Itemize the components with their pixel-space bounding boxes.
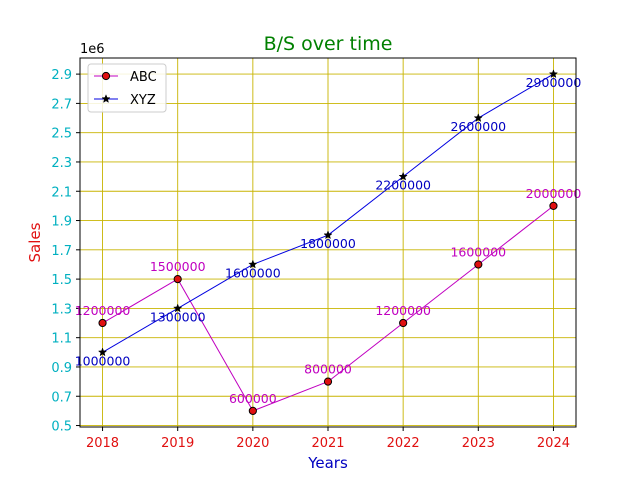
y-tick-label: 0.5: [51, 420, 72, 435]
plot-frame: [79, 57, 577, 428]
y-tick-label: 2.1: [51, 185, 72, 200]
y-tick-label: 1.1: [51, 332, 72, 347]
data-label: 2900000: [526, 75, 582, 90]
y-tick-label: 0.7: [51, 390, 72, 405]
data-point: [323, 377, 333, 386]
x-tick-label: 2023: [462, 436, 495, 451]
x-tick-label: 2020: [236, 436, 269, 451]
y-tick-label: 2.7: [51, 97, 72, 112]
data-point: [398, 171, 408, 181]
legend: ABC XYZ: [87, 63, 167, 113]
y-axis-ticks: 0.5 0.7 0.9 1.1 1.3 1.5 1.7 1.9 2.1 2.3 2.5 2.7 2.9: [51, 68, 80, 435]
data-label: 2200000: [375, 178, 431, 193]
legend-label: ABC: [130, 70, 157, 85]
data-point: [399, 318, 408, 328]
x-axis-label: Years: [307, 454, 348, 472]
data-label: 1800000: [300, 236, 356, 251]
data-label: 1000000: [75, 353, 131, 368]
series-xyz: 1000000 1300000 1600000 1800000 2200000 26000…: [75, 69, 582, 368]
data-point: [474, 260, 483, 269]
data-label: 600000: [229, 391, 277, 406]
grid-lines: [80, 58, 576, 427]
data-point: [173, 275, 182, 284]
data-point: [248, 259, 258, 269]
y-tick-label: 2.9: [51, 68, 72, 83]
y-tick-label: 1.5: [51, 273, 72, 288]
data-point: [98, 318, 107, 328]
legend-entry-xyz: XYZ: [94, 93, 156, 108]
data-point: [548, 69, 559, 79]
data-point: [549, 201, 558, 210]
data-point: [97, 347, 108, 357]
y-tick-label: 1.7: [51, 244, 72, 259]
data-point: [473, 113, 483, 122]
data-label: 1600000: [225, 265, 281, 280]
data-point: [323, 230, 333, 240]
data-label: 1200000: [375, 303, 431, 318]
x-tick-label: 2022: [387, 436, 420, 451]
series-layer: 1200000 1500000 600000 800000 1200000 1600000…: [75, 69, 582, 415]
y-tick-label: 1.9: [51, 215, 72, 230]
data-label: 1200000: [75, 303, 131, 318]
y-axis-label: Sales: [26, 222, 44, 262]
data-point: [248, 406, 257, 415]
legend-marker: [101, 94, 111, 103]
x-tick-label: 2024: [537, 436, 570, 451]
x-tick-label: 2019: [161, 436, 194, 451]
y-tick-label: 2.5: [51, 127, 72, 142]
series-abc: 1200000 1500000 600000 800000 1200000 1600000…: [75, 186, 582, 415]
x-axis-ticks: 2018 2019 2020 2021 2022 2023 2024: [86, 427, 570, 451]
y-tick-label: 2.3: [51, 156, 72, 171]
data-label: 1600000: [450, 244, 506, 259]
data-label: 1500000: [150, 259, 206, 274]
x-tick-label: 2018: [86, 436, 119, 451]
data-point: [173, 303, 183, 313]
x-tick-label: 2021: [311, 436, 344, 451]
y-tick-label: 0.9: [51, 361, 72, 376]
data-label: 800000: [304, 362, 352, 377]
legend-marker: [101, 71, 111, 81]
legend-entry-abc: ABC: [94, 70, 157, 85]
y-tick-label: 1.3: [51, 302, 72, 317]
data-label: 2000000: [526, 186, 582, 201]
y-axis-offset-label: 1e6: [80, 42, 105, 57]
chart-title: B/S over time: [264, 33, 393, 55]
legend-label: XYZ: [130, 93, 156, 108]
data-label: 1300000: [150, 309, 206, 324]
data-label: 2600000: [450, 119, 506, 134]
